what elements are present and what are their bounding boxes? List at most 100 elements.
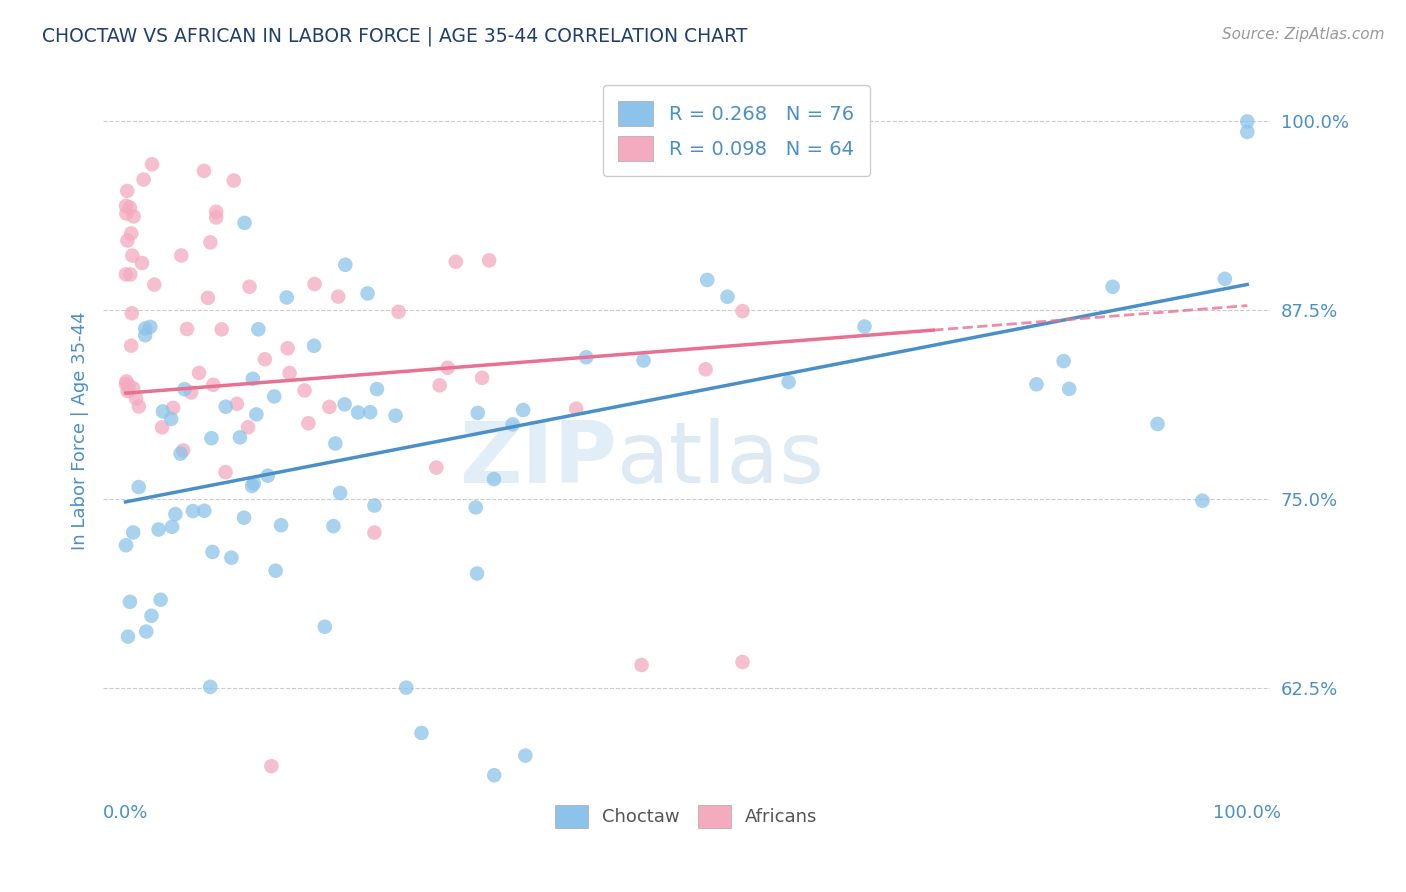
Point: [169, 447, 191, 461]
Text: Source: ZipAtlas.com: Source: ZipAtlas.com: [1222, 27, 1385, 42]
Point: [128, 480, 150, 494]
Point: [471, 371, 494, 385]
Point: [1213, 272, 1236, 286]
Point: [180, 385, 202, 400]
Point: [160, 412, 183, 426]
Y-axis label: In Labor Force | Age 35-44: In Labor Force | Age 35-44: [72, 311, 89, 550]
Point: [143, 277, 166, 292]
Point: [120, 227, 142, 241]
Point: [134, 321, 156, 335]
Point: [115, 538, 138, 552]
Text: ZIP: ZIP: [458, 418, 616, 501]
Point: [243, 476, 266, 491]
Point: [325, 436, 347, 450]
Point: [122, 381, 145, 395]
Point: [253, 352, 276, 367]
Point: [277, 341, 299, 355]
Point: [1057, 382, 1080, 396]
Point: [149, 592, 172, 607]
Point: [1025, 377, 1047, 392]
Point: [716, 290, 738, 304]
Point: [221, 550, 243, 565]
Point: [162, 401, 184, 415]
Point: [117, 234, 139, 248]
Point: [314, 620, 336, 634]
Point: [214, 465, 236, 479]
Point: [115, 268, 138, 282]
Point: [245, 408, 267, 422]
Point: [1146, 417, 1168, 431]
Point: [181, 504, 204, 518]
Point: [115, 375, 138, 389]
Point: [444, 254, 467, 268]
Point: [328, 290, 350, 304]
Point: [484, 768, 506, 782]
Point: [731, 655, 754, 669]
Point: [152, 404, 174, 418]
Point: [141, 608, 163, 623]
Point: [294, 384, 316, 398]
Point: [160, 520, 183, 534]
Text: atlas: atlas: [616, 418, 824, 501]
Point: [176, 322, 198, 336]
Point: [132, 172, 155, 186]
Point: [229, 430, 252, 444]
Point: [135, 624, 157, 639]
Point: [478, 253, 501, 268]
Point: [853, 319, 876, 334]
Point: [200, 431, 222, 445]
Point: [335, 258, 357, 272]
Point: [1191, 493, 1213, 508]
Point: [139, 319, 162, 334]
Point: [395, 681, 418, 695]
Point: [120, 268, 142, 282]
Point: [242, 372, 264, 386]
Point: [329, 486, 352, 500]
Point: [465, 566, 488, 581]
Point: [165, 507, 187, 521]
Point: [565, 401, 588, 416]
Point: [120, 339, 142, 353]
Point: [202, 377, 225, 392]
Point: [356, 286, 378, 301]
Point: [515, 748, 537, 763]
Point: [117, 384, 139, 399]
Point: [134, 328, 156, 343]
Point: [205, 211, 228, 225]
Point: [429, 378, 451, 392]
Point: [215, 400, 238, 414]
Point: [304, 277, 326, 291]
Point: [731, 304, 754, 318]
Legend: Choctaw, Africans: Choctaw, Africans: [548, 797, 824, 835]
Point: [630, 658, 652, 673]
Point: [115, 199, 138, 213]
Point: [411, 726, 433, 740]
Point: [347, 405, 370, 419]
Point: [125, 392, 148, 406]
Point: [260, 759, 283, 773]
Point: [256, 468, 278, 483]
Point: [247, 322, 270, 336]
Point: [170, 248, 193, 262]
Point: [240, 479, 263, 493]
Point: [633, 353, 655, 368]
Point: [236, 420, 259, 434]
Point: [302, 339, 325, 353]
Point: [131, 256, 153, 270]
Point: [322, 519, 344, 533]
Point: [118, 201, 141, 215]
Point: [436, 360, 458, 375]
Point: [467, 406, 489, 420]
Point: [366, 382, 388, 396]
Point: [141, 157, 163, 171]
Point: [193, 164, 215, 178]
Point: [297, 417, 319, 431]
Point: [150, 420, 173, 434]
Point: [464, 500, 486, 515]
Point: [333, 397, 356, 411]
Point: [1236, 114, 1258, 128]
Point: [118, 595, 141, 609]
Point: [200, 680, 222, 694]
Point: [172, 443, 194, 458]
Point: [778, 375, 800, 389]
